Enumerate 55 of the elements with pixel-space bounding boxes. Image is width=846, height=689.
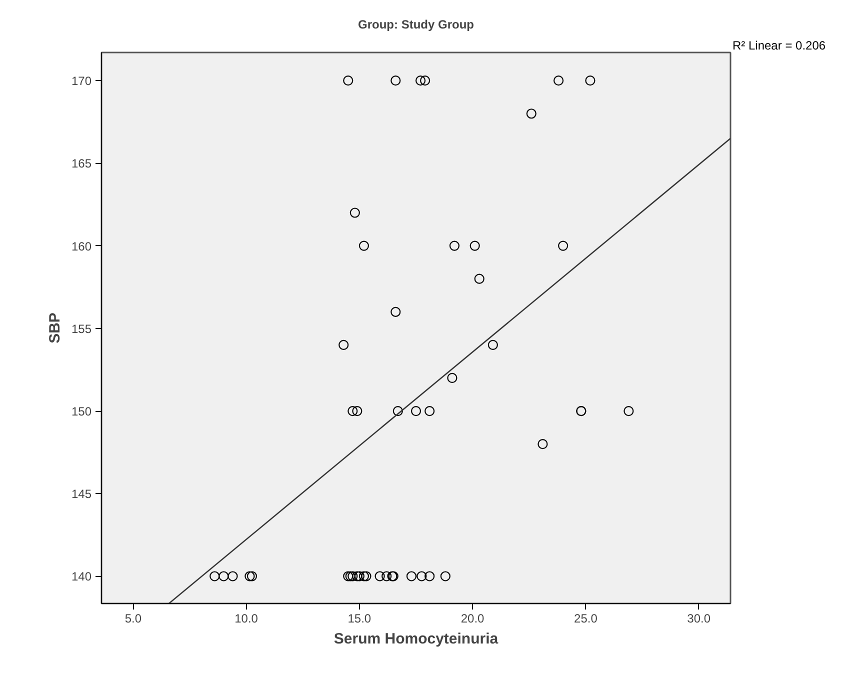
point (390, 306, 401, 317)
chart-title: Group: Study Group (358, 18, 474, 32)
point (228, 571, 238, 582)
point (447, 372, 458, 384)
y-tick-label: 150 (71, 404, 92, 419)
point (374, 571, 385, 582)
point (350, 208, 360, 218)
point (348, 571, 358, 582)
point (474, 274, 484, 284)
point (348, 406, 358, 416)
y-tick-label: 170 (71, 74, 92, 88)
point (424, 571, 435, 582)
point (358, 240, 370, 251)
point (420, 76, 430, 86)
x-tick-label: 30.0 (687, 612, 711, 626)
point (246, 571, 258, 582)
point (352, 406, 362, 416)
point (361, 571, 372, 582)
point (415, 76, 426, 86)
x-tick-label: 25.0 (574, 612, 598, 626)
y-tick-label: 145 (71, 487, 92, 502)
point (382, 571, 392, 582)
point (343, 76, 354, 86)
y-tick-label: 155 (71, 322, 92, 336)
y-axis-title: SBP (46, 312, 64, 344)
point (449, 240, 460, 251)
point (440, 571, 450, 582)
point (244, 571, 255, 582)
point (390, 76, 401, 86)
point (416, 571, 427, 582)
point (553, 76, 564, 86)
text: R² Linear = 0.206 (732, 38, 826, 52)
point (585, 76, 596, 86)
point (392, 406, 403, 416)
x-tick-label: 15.0 (348, 612, 372, 626)
point (218, 571, 229, 582)
point (526, 108, 536, 119)
x-tick-label: 20.0 (460, 612, 485, 626)
point (410, 406, 422, 416)
point (338, 340, 349, 350)
point (424, 406, 435, 416)
point (358, 571, 370, 582)
point (558, 240, 568, 251)
y-tick-label: 165 (71, 156, 92, 171)
point (538, 439, 548, 450)
point (210, 571, 220, 582)
point (624, 406, 634, 416)
x-axis-title: Serum Homocyteinuria (334, 630, 499, 648)
y-tick-label: 160 (71, 239, 92, 254)
x-tick-label: 10.0 (234, 612, 258, 626)
point (488, 340, 498, 350)
point (470, 240, 480, 251)
y-tick-label: 140 (71, 570, 92, 584)
x-tick-label: 5.0 (124, 612, 142, 626)
point (406, 571, 417, 582)
